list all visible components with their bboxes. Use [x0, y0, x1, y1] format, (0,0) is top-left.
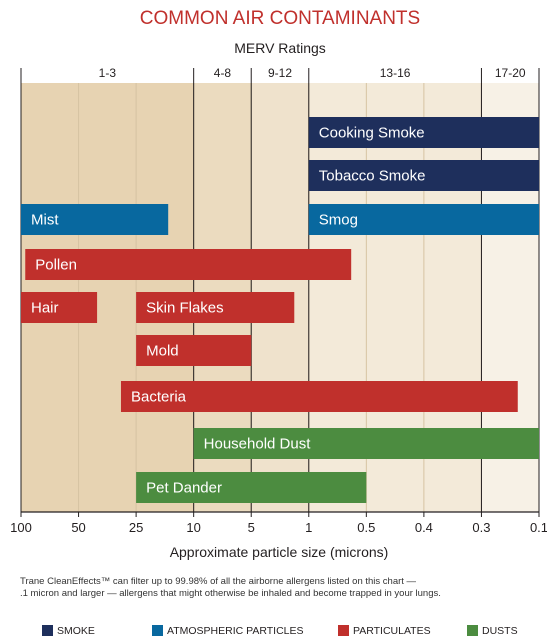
bar-label: Tobacco Smoke — [319, 168, 426, 185]
bar-skin-flakes — [136, 292, 295, 323]
bar-cooking-smoke — [308, 117, 539, 148]
bar-label: Skin Flakes — [146, 300, 224, 317]
x-tick-label: 5 — [248, 520, 255, 535]
x-tick-label: 0.3 — [472, 520, 490, 535]
x-axis-label: Approximate particle size (microns) — [170, 544, 389, 560]
x-tick-label: 0.5 — [357, 520, 375, 535]
bar-label: Cooking Smoke — [319, 125, 425, 142]
bar-hair — [21, 292, 98, 323]
bar-household-dust — [193, 428, 539, 459]
x-tick-label: 0.4 — [415, 520, 433, 535]
merv-ratings-label: MERV Ratings — [234, 40, 326, 56]
footnote: Trane CleanEffects™ can filter up to 99.… — [20, 576, 545, 600]
bar-mold — [136, 335, 252, 366]
footnote-line-1: Trane CleanEffects™ can filter up to 99.… — [20, 576, 417, 587]
bar-label: Mold — [146, 343, 179, 360]
bar-label: Bacteria — [131, 389, 187, 406]
bar-mist — [21, 204, 169, 235]
legend-swatch-atmospheric — [152, 625, 163, 636]
bar-label: Pet Dander — [146, 480, 222, 497]
bar-smog — [308, 204, 539, 235]
x-tick-label: 0.1 — [530, 520, 547, 535]
legend-swatch-dusts — [467, 625, 478, 636]
bar-label: Household Dust — [204, 436, 312, 453]
bar-label: Hair — [31, 300, 59, 317]
legend-swatch-smoke — [42, 625, 53, 636]
bar-pet-dander — [136, 472, 367, 503]
bar-label: Smog — [319, 212, 358, 229]
chart-title: COMMON AIR CONTAMINANTS — [140, 8, 420, 29]
x-tick-label: 50 — [71, 520, 85, 535]
merv-rating-label: 4-8 — [214, 66, 232, 80]
bar-bacteria — [120, 381, 518, 412]
legend-label-smoke: SMOKE — [57, 625, 95, 637]
x-tick-label: 1 — [305, 520, 312, 535]
x-tick-label: 10 — [186, 520, 200, 535]
merv-rating-label: 9-12 — [268, 66, 292, 80]
legend-swatch-particulates — [338, 625, 349, 636]
footnote-line-2: .1 micron and larger — allergens that mi… — [20, 588, 441, 599]
merv-rating-label: 13-16 — [380, 66, 411, 80]
legend-label-particulates: PARTICULATES — [353, 625, 431, 637]
legend-label-atmospheric: ATMOSPHERIC PARTICLES — [167, 625, 304, 637]
legend-label-dusts: DUSTS — [482, 625, 518, 637]
bar-pollen — [25, 249, 352, 280]
bar-label: Pollen — [35, 257, 77, 274]
x-tick-label: 25 — [129, 520, 143, 535]
merv-rating-label: 17-20 — [495, 66, 526, 80]
bar-label: Mist — [31, 212, 59, 229]
x-tick-label: 100 — [10, 520, 32, 535]
bar-tobacco-smoke — [308, 160, 539, 191]
merv-rating-label: 1-3 — [99, 66, 117, 80]
